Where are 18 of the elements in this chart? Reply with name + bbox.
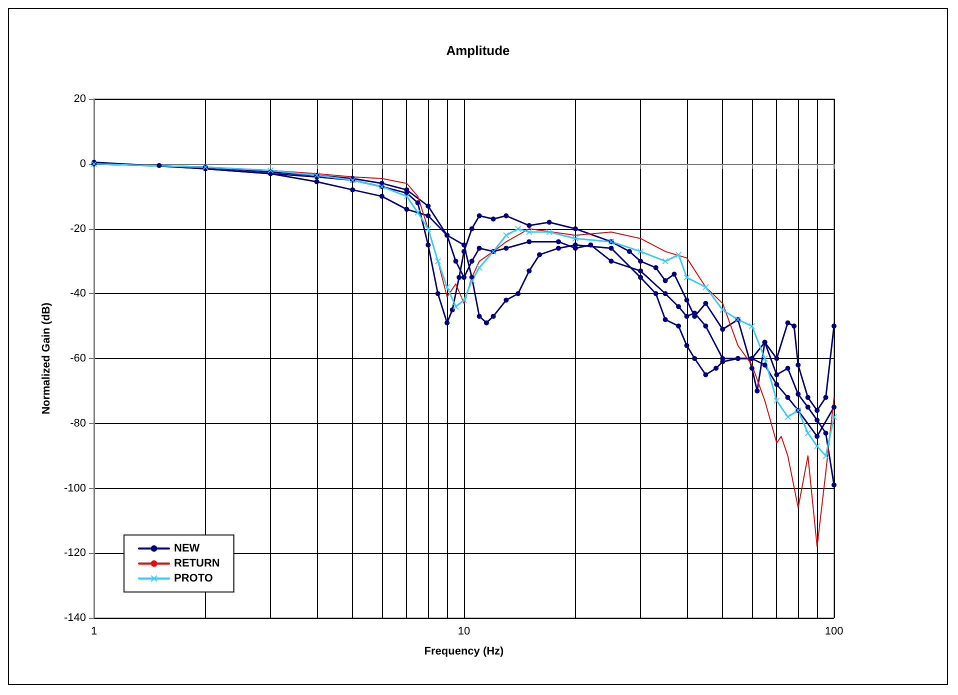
y-tick-label: -100	[64, 482, 86, 494]
legend-label: NEW	[174, 542, 200, 554]
x-tick-label: 100	[824, 626, 844, 638]
legend-label: PROTO	[174, 572, 214, 584]
legend-label: RETURN	[174, 558, 220, 570]
x-axis-title: Frequency (Hz)	[424, 646, 504, 658]
y-tick-label: -120	[64, 547, 86, 560]
chart-title: Amplitude	[446, 43, 510, 58]
y-tick-label: -20	[70, 222, 86, 235]
y-axis-title: Normalized Gain (dB)	[40, 302, 52, 414]
y-tick-label: 0	[80, 158, 86, 170]
y-tick-label: -60	[70, 352, 86, 364]
y-tick-label: 20	[74, 93, 86, 105]
y-tick-label: -80	[70, 417, 86, 430]
x-tick-label: 1	[90, 626, 98, 638]
x-tick-label: 10	[458, 626, 470, 638]
y-tick-label: -40	[70, 288, 86, 300]
y-tick-label: -140	[64, 612, 86, 624]
